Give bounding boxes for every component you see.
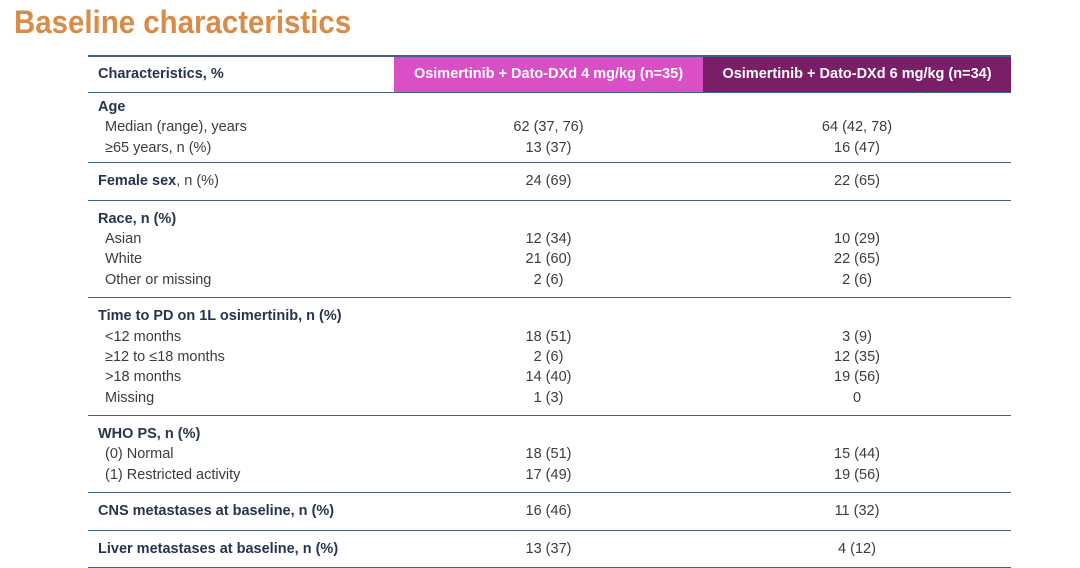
table-row: Time to PD on 1L osimertinib, n (%): [88, 306, 1011, 326]
table-section: WHO PS, n (%) (0) Normal 18 (51) 15 (44) (1)…: [88, 416, 1011, 494]
header-characteristics: Characteristics, %: [98, 66, 224, 82]
row-label-text: Time to PD on 1L osimertinib, n (%): [98, 308, 342, 325]
table-row: <12 months 18 (51) 3 (9): [88, 327, 1011, 347]
cell-arm-4mg: 21 (60): [525, 251, 572, 268]
cell-arm-6mg: 11 (32): [834, 503, 880, 520]
table-row: CNS metastases at baseline, n (%) 16 (46)…: [88, 501, 1011, 521]
row-label: Time to PD on 1L osimertinib, n (%): [88, 306, 394, 326]
table-row: Age: [88, 97, 1011, 117]
cell-arm-6mg: 22 (65): [834, 173, 880, 190]
cell-arm-6mg: 0: [852, 389, 862, 406]
cell-arm-6mg: 19 (56): [834, 466, 880, 483]
cell-arm-6mg: 15 (44): [834, 446, 880, 463]
cell-arm-4mg: 14 (40): [525, 369, 572, 386]
row-label-text: CNS metastases at baseline, n (%): [98, 503, 335, 520]
row-label: <12 months: [88, 327, 394, 347]
table-row: ≥65 years, n (%) 13 (37) 16 (47): [88, 138, 1011, 158]
cell-arm-6mg: 22 (65): [834, 251, 880, 268]
cell-arm-6mg: 64 (42, 78): [821, 119, 893, 136]
row-label: ≥12 to ≤18 months: [88, 347, 394, 367]
row-label-text: Female sex: [98, 173, 177, 190]
row-label: CNS metastases at baseline, n (%): [88, 501, 394, 521]
cell-arm-4mg: 18 (51): [525, 446, 572, 463]
cell-arm-4mg: 12 (34): [525, 230, 572, 247]
table-row: Race, n (%): [88, 209, 1011, 229]
row-label-suffix: , n (%): [176, 173, 219, 190]
row-label-text: Asian: [105, 230, 142, 247]
table-row: Female sex, n (%) 24 (69) 22 (65): [88, 171, 1011, 191]
row-label: Other or missing: [88, 270, 394, 290]
header-arm-4mg: Osimertinib + Dato-DXd 4 mg/kg (n=35): [394, 57, 703, 92]
row-label: White: [88, 249, 394, 269]
cell-arm-6mg: 3 (9): [842, 328, 872, 345]
row-label-text: ≥65 years, n (%): [105, 139, 212, 156]
cell-arm-4mg: 24 (69): [525, 173, 572, 190]
table-row: (1) Restricted activity 17 (49) 19 (56): [88, 465, 1011, 485]
cell-arm-4mg: 2 (6): [533, 348, 564, 365]
cell-arm-4mg: 17 (49): [525, 466, 572, 483]
table-row: ≥12 to ≤18 months 2 (6) 12 (35): [88, 347, 1011, 367]
page-title: Baseline characteristics: [14, 4, 352, 40]
table-section: Liver metastases at baseline, n (%) 13 (3…: [88, 531, 1011, 568]
table-row: WHO PS, n (%): [88, 424, 1011, 444]
table-header: Characteristics, % Osimertinib + Dato-DX…: [88, 55, 1011, 93]
row-label: (1) Restricted activity: [88, 465, 394, 485]
row-label: Age: [88, 97, 394, 117]
cell-arm-4mg: 62 (37, 76): [513, 119, 584, 136]
row-label-text: Other or missing: [105, 271, 212, 288]
row-label-text: Median (range), years: [105, 119, 247, 136]
baseline-table: Characteristics, % Osimertinib + Dato-DX…: [88, 55, 1011, 568]
table-row: Asian 12 (34) 10 (29): [88, 229, 1011, 249]
row-label-text: >18 months: [105, 369, 182, 386]
table-section: Time to PD on 1L osimertinib, n (%) <12 m…: [88, 298, 1011, 417]
row-label-text: Age: [98, 99, 126, 115]
row-label: Female sex, n (%): [88, 171, 394, 191]
table-row: Missing 1 (3) 0: [88, 388, 1011, 408]
cell-arm-4mg: 1 (3): [533, 389, 564, 406]
row-label-text: ≥12 to ≤18 months: [105, 348, 225, 365]
row-label-text: White: [105, 251, 143, 268]
table-row: Median (range), years 62 (37, 76) 64 (42, …: [88, 117, 1011, 137]
cell-arm-6mg: 10 (29): [834, 230, 880, 247]
row-label: (0) Normal: [88, 444, 394, 464]
row-label-text: (1) Restricted activity: [105, 466, 241, 483]
cell-arm-6mg: 12 (35): [834, 348, 880, 365]
table-row: White 21 (60) 22 (65): [88, 249, 1011, 269]
row-label-text: (0) Normal: [105, 446, 174, 463]
row-label-text: <12 months: [105, 328, 182, 345]
table-row: (0) Normal 18 (51) 15 (44): [88, 444, 1011, 464]
row-label: Race, n (%): [88, 209, 394, 229]
cell-arm-4mg: 13 (37): [525, 139, 572, 156]
table-section: Age Median (range), years 62 (37, 76) 64 (4…: [88, 93, 1011, 164]
row-label: >18 months: [88, 367, 394, 387]
row-label: Missing: [88, 388, 394, 408]
header-arm-6mg: Osimertinib + Dato-DXd 6 mg/kg (n=34): [703, 57, 1011, 92]
cell-arm-4mg: 18 (51): [525, 328, 572, 345]
row-label-text: Race, n (%): [98, 210, 177, 227]
row-label-text: WHO PS, n (%): [98, 426, 201, 443]
cell-arm-6mg: 19 (56): [834, 369, 880, 386]
cell-arm-4mg: 16 (46): [525, 503, 572, 520]
table-body: Age Median (range), years 62 (37, 76) 64 (4…: [88, 93, 1011, 568]
table-section: CNS metastases at baseline, n (%) 16 (46)…: [88, 493, 1011, 531]
cell-arm-6mg: 2 (6): [842, 271, 872, 288]
cell-arm-4mg: 2 (6): [533, 271, 564, 288]
row-label-text: Missing: [105, 389, 155, 406]
row-label: WHO PS, n (%): [88, 424, 394, 444]
row-label: Asian: [88, 229, 394, 249]
table-section: Female sex, n (%) 24 (69) 22 (65): [88, 163, 1011, 201]
row-label: Median (range), years: [88, 117, 394, 137]
table-row: Other or missing 2 (6) 2 (6): [88, 270, 1011, 290]
row-label: ≥65 years, n (%): [88, 138, 394, 158]
cell-arm-6mg: 16 (47): [834, 139, 880, 156]
table-row: >18 months 14 (40) 19 (56): [88, 367, 1011, 387]
table-section: Race, n (%) Asian 12 (34) 10 (29) White 21 (6…: [88, 201, 1011, 299]
